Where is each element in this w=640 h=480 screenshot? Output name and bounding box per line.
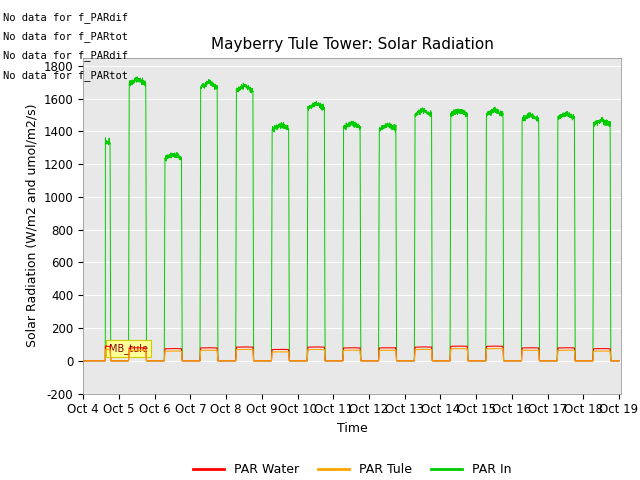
Text: No data for f_PARdif: No data for f_PARdif [3,12,128,23]
Text: No data for f_PARtot: No data for f_PARtot [3,70,128,81]
Y-axis label: Solar Radiation (W/m2 and umol/m2/s): Solar Radiation (W/m2 and umol/m2/s) [25,104,38,348]
Text: No data for f_PARtot: No data for f_PARtot [3,31,128,42]
Text: MB_tule: MB_tule [109,343,148,354]
Legend: PAR Water, PAR Tule, PAR In: PAR Water, PAR Tule, PAR In [188,458,516,480]
X-axis label: Time: Time [337,422,367,435]
Text: No data for f_PARdif: No data for f_PARdif [3,50,128,61]
Title: Mayberry Tule Tower: Solar Radiation: Mayberry Tule Tower: Solar Radiation [211,37,493,52]
